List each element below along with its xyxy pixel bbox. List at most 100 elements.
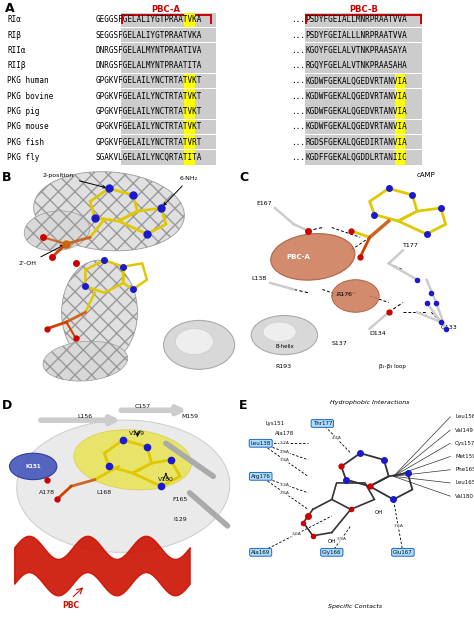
Text: 3.2A: 3.2A [280, 482, 289, 487]
FancyBboxPatch shape [184, 119, 190, 134]
Text: β₂-β₃ loop: β₂-β₃ loop [379, 364, 406, 369]
Text: C157: C157 [134, 404, 150, 409]
FancyBboxPatch shape [305, 150, 422, 164]
FancyBboxPatch shape [305, 119, 422, 134]
Text: Lys151: Lys151 [265, 421, 284, 426]
Text: ...: ... [292, 61, 305, 70]
Text: RIIβ: RIIβ [7, 61, 26, 70]
Ellipse shape [271, 234, 355, 280]
Text: I129: I129 [173, 517, 187, 522]
Text: PBC-B: PBC-B [349, 5, 378, 14]
Ellipse shape [175, 329, 213, 354]
Text: Arg176: Arg176 [251, 474, 271, 479]
FancyBboxPatch shape [305, 12, 422, 27]
Ellipse shape [332, 280, 379, 312]
FancyBboxPatch shape [394, 89, 400, 104]
Text: OH: OH [328, 539, 336, 544]
FancyBboxPatch shape [189, 12, 195, 27]
Text: 2-position: 2-position [43, 173, 105, 188]
Text: L168: L168 [97, 491, 112, 496]
Ellipse shape [9, 453, 57, 479]
FancyBboxPatch shape [305, 43, 422, 58]
Text: PKG bovine: PKG bovine [7, 92, 53, 101]
Text: GPGKVFGELAILYNCTRTATVRT: GPGKVFGELAILYNCTRTATVRT [95, 138, 202, 147]
Text: 3.2A: 3.2A [280, 441, 289, 445]
Text: PKG human: PKG human [7, 76, 49, 86]
Ellipse shape [43, 341, 128, 381]
FancyBboxPatch shape [121, 74, 216, 88]
Text: 2.8A: 2.8A [280, 449, 289, 454]
FancyBboxPatch shape [189, 89, 195, 104]
Text: OH: OH [374, 510, 383, 515]
Text: 3.6A: 3.6A [393, 524, 403, 528]
Text: DNRGSFGELALMYNTPRAATIVA: DNRGSFGELALMYNTPRAATIVA [95, 46, 202, 55]
Text: Hydrophobic Interactions: Hydrophobic Interactions [330, 401, 410, 406]
Text: A: A [5, 2, 14, 14]
Ellipse shape [62, 260, 137, 364]
FancyBboxPatch shape [400, 119, 405, 134]
FancyBboxPatch shape [121, 43, 216, 58]
FancyBboxPatch shape [400, 89, 405, 104]
Text: KGDWFGEKALQGEDVRTANVIA: KGDWFGEKALQGEDVRTANVIA [306, 107, 408, 116]
Text: D: D [2, 399, 13, 412]
Text: DNRGSFGELALMYNTPRAATITA: DNRGSFGELALMYNTPRAATITA [95, 61, 202, 70]
Text: L138: L138 [251, 276, 266, 281]
FancyBboxPatch shape [305, 58, 422, 73]
Text: ...: ... [292, 46, 305, 55]
FancyBboxPatch shape [184, 150, 190, 164]
FancyBboxPatch shape [189, 119, 195, 134]
Text: GEGGSFGELALIYGTPRAATVKA: GEGGSFGELALIYGTPRAATVKA [95, 16, 202, 24]
FancyBboxPatch shape [305, 104, 422, 119]
FancyBboxPatch shape [121, 58, 216, 73]
FancyBboxPatch shape [121, 89, 216, 104]
Text: Glu167: Glu167 [393, 550, 413, 555]
Text: SEGGSFGELALIYGTPRAATVKA: SEGGSFGELALIYGTPRAATVKA [95, 31, 202, 39]
Ellipse shape [17, 420, 230, 552]
FancyBboxPatch shape [400, 135, 405, 149]
Text: T177: T177 [403, 243, 419, 248]
Text: G133: G133 [441, 324, 457, 329]
FancyBboxPatch shape [394, 135, 400, 149]
Text: Val149: Val149 [455, 428, 474, 432]
FancyBboxPatch shape [189, 74, 195, 88]
Text: V180: V180 [158, 477, 174, 482]
FancyBboxPatch shape [394, 74, 400, 88]
Text: 2'-OH: 2'-OH [19, 246, 63, 266]
FancyBboxPatch shape [184, 135, 190, 149]
Text: RGQYFGELALVTNKPRAASAHA: RGQYFGELALVTNKPRAASAHA [306, 61, 408, 70]
Text: RGDSFGEKALQGEDIRTANVIA: RGDSFGEKALQGEDIRTANVIA [306, 138, 408, 147]
Text: Ala178: Ala178 [275, 431, 294, 436]
Text: 6-NH₂: 6-NH₂ [164, 176, 198, 205]
Text: RIα: RIα [7, 16, 21, 24]
FancyBboxPatch shape [184, 74, 190, 88]
Text: KGDWFGEKALQGEDVRTANVIA: KGDWFGEKALQGEDVRTANVIA [306, 76, 408, 86]
Text: B-helix: B-helix [275, 344, 294, 349]
FancyBboxPatch shape [305, 135, 422, 149]
Text: 2.6A: 2.6A [280, 491, 289, 495]
Text: GPGKVFGELAILYNCTRTATVKT: GPGKVFGELAILYNCTRTATVKT [95, 107, 202, 116]
Text: Val180: Val180 [455, 494, 474, 499]
FancyBboxPatch shape [184, 89, 190, 104]
FancyBboxPatch shape [305, 89, 422, 104]
Text: PKG fish: PKG fish [7, 138, 44, 147]
FancyBboxPatch shape [305, 28, 422, 42]
Text: L156: L156 [78, 414, 93, 419]
Text: 3.5A: 3.5A [336, 537, 346, 541]
Text: Met159: Met159 [455, 454, 474, 459]
Text: D134: D134 [370, 331, 386, 336]
Text: E: E [239, 399, 248, 412]
FancyBboxPatch shape [400, 74, 405, 88]
Text: M159: M159 [181, 414, 198, 419]
Text: Specific Contacts: Specific Contacts [328, 604, 383, 609]
FancyBboxPatch shape [121, 104, 216, 119]
Text: RIβ: RIβ [7, 31, 21, 39]
Text: GPGKVFGELAILYNCTRTATVKT: GPGKVFGELAILYNCTRTATVKT [95, 122, 202, 131]
FancyBboxPatch shape [394, 119, 400, 134]
Text: ...: ... [292, 16, 305, 24]
FancyBboxPatch shape [394, 150, 400, 164]
FancyBboxPatch shape [121, 119, 216, 134]
Text: B: B [2, 171, 12, 184]
Text: S137: S137 [332, 341, 347, 346]
FancyBboxPatch shape [121, 28, 216, 42]
Text: A178: A178 [39, 491, 55, 496]
